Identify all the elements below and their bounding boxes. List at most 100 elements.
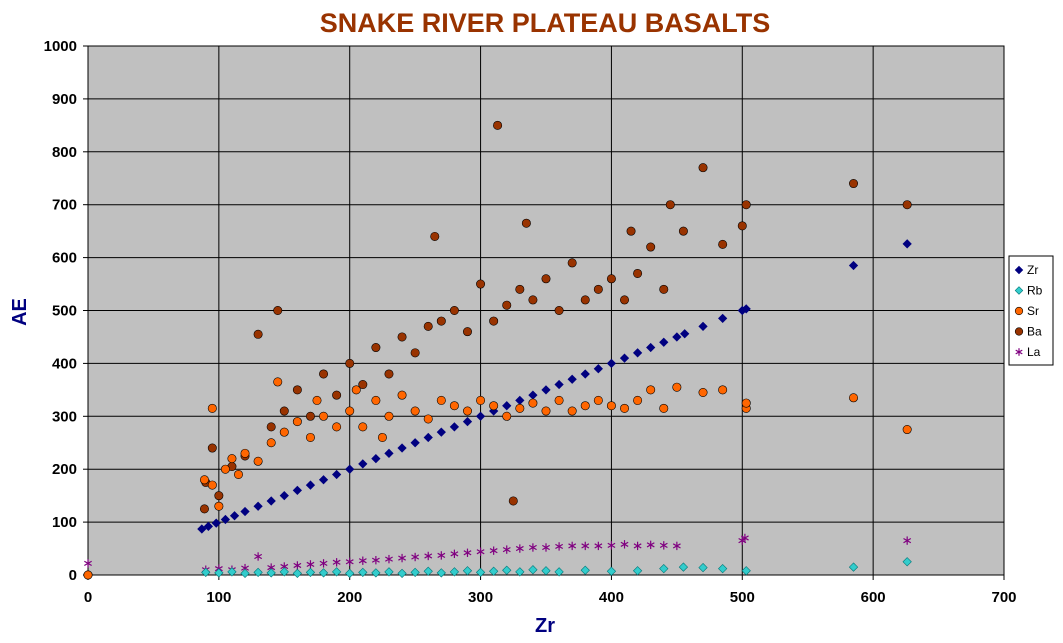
data-point-la: [398, 553, 407, 563]
data-point-zr: [423, 432, 433, 443]
data-point-sr: [240, 448, 250, 458]
legend-item-zr: Zr: [1014, 263, 1038, 277]
data-point-zr: [554, 379, 564, 390]
data-point-sr: [207, 480, 217, 490]
legend-label-rb: Rb: [1027, 284, 1043, 298]
legend-marker-zr: [1014, 265, 1024, 275]
data-point-ba: [698, 163, 708, 173]
data-point-zr: [279, 491, 289, 501]
data-point-zr: [410, 438, 420, 448]
data-point-ba: [214, 491, 224, 501]
data-point-rb: [580, 565, 590, 575]
data-point-la: [659, 541, 668, 550]
data-point-ba: [358, 380, 368, 390]
data-point-zr: [384, 448, 394, 458]
tick-labels: 0 100 200 300 400 500 600 700 0 100 200 300 400 500 60…: [44, 38, 1017, 606]
data-point-la: [437, 551, 446, 560]
data-point-sr: [384, 411, 394, 421]
data-point-la: [293, 561, 302, 570]
legend-label-sr: Sr: [1027, 304, 1039, 318]
legend-item-la: La: [1015, 345, 1041, 359]
data-point-ba: [273, 305, 283, 315]
data-point-sr: [476, 395, 486, 405]
data-point-ba: [502, 300, 512, 310]
data-point-zr: [358, 459, 368, 469]
data-point-zr: [680, 329, 690, 339]
data-point-zr: [197, 524, 207, 534]
data-point-ba: [528, 295, 538, 305]
legend-item-sr: Sr: [1014, 304, 1039, 318]
data-point-sr: [227, 454, 237, 464]
data-point-rb: [332, 567, 342, 577]
data-point-la: [607, 541, 616, 550]
data-point-sr: [580, 401, 590, 411]
data-point-rb: [214, 568, 224, 578]
data-point-sr: [83, 570, 93, 580]
data-point-rb: [678, 562, 689, 572]
data-point-sr: [515, 403, 525, 413]
data-point-la: [528, 543, 537, 552]
data-point-zr: [436, 427, 446, 437]
data-point-la: [319, 559, 328, 568]
data-point-sr: [554, 395, 564, 405]
data-point-rb: [698, 562, 708, 573]
data-point-sr: [528, 398, 538, 408]
data-point-la: [555, 542, 564, 551]
data-point-ba: [449, 305, 459, 315]
data-point-la: [371, 555, 380, 565]
data-point-sr: [214, 501, 224, 511]
data-point-la: [568, 541, 577, 551]
data-point-zr: [332, 469, 342, 480]
y-tick-label: 500: [52, 303, 77, 320]
x-tick-label: 200: [337, 589, 362, 606]
data-point-zr: [593, 364, 603, 374]
data-point-rb: [240, 568, 250, 579]
data-point-rb: [475, 567, 486, 577]
x-tick-label: 300: [468, 589, 493, 606]
data-point-rb: [741, 566, 751, 576]
data-point-la: [385, 554, 393, 564]
data-point-ba: [665, 200, 675, 210]
legend-label-ba: Ba: [1027, 325, 1042, 339]
y-tick-label: 900: [52, 91, 77, 108]
data-point-la: [476, 547, 485, 556]
data-point-rb: [384, 567, 394, 577]
y-tick-label: 400: [52, 355, 77, 372]
data-point-rb: [358, 567, 368, 577]
y-tick-label: 700: [52, 197, 77, 214]
data-point-la: [903, 536, 912, 545]
data-point-la: [345, 557, 354, 566]
data-point-ba: [319, 369, 329, 379]
data-point-rb: [606, 566, 617, 576]
data-point-sr: [698, 387, 708, 397]
data-point-sr: [462, 406, 472, 416]
data-point-la: [594, 541, 603, 551]
y-tick-label: 100: [52, 514, 77, 531]
data-point-ba: [718, 239, 728, 249]
data-point-ba: [345, 358, 355, 368]
data-point-rb: [502, 565, 512, 575]
series-rb: [201, 557, 912, 579]
data-point-sr: [659, 403, 669, 413]
data-point-sr: [305, 432, 315, 442]
data-point-rb: [371, 568, 381, 578]
data-point-ba: [253, 329, 263, 339]
data-point-rb: [318, 568, 329, 578]
data-point-sr: [410, 406, 420, 416]
data-point-rb: [201, 567, 211, 577]
data-point-la: [542, 543, 550, 552]
data-point-sr: [633, 395, 643, 405]
data-point-ba: [384, 369, 394, 379]
data-point-la: [581, 541, 590, 551]
data-point-sr: [292, 417, 302, 427]
series-la: [84, 533, 912, 574]
data-point-rb: [718, 564, 728, 574]
data-point-ba: [410, 348, 420, 358]
data-point-ba: [541, 274, 551, 284]
y-tick-label: 200: [52, 461, 77, 478]
data-point-ba: [397, 332, 407, 342]
data-point-rb: [462, 566, 473, 576]
x-tick-label: 100: [206, 589, 231, 606]
data-point-la: [424, 551, 433, 561]
data-point-sr: [541, 406, 551, 416]
